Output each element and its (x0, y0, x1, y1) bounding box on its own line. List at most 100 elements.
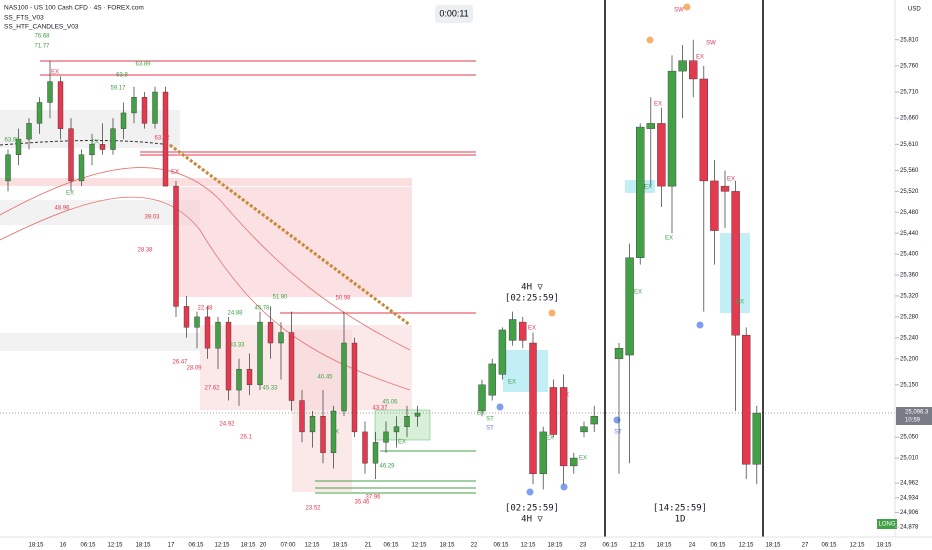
y-tick-label: 25,050 (900, 435, 919, 441)
zone (175, 187, 412, 297)
x-tick-label: 12:15 (304, 543, 320, 549)
indicator-name: SS_HTF_CANDLES_V03 (4, 24, 79, 31)
annotation: 46.29 (379, 464, 395, 470)
dot (613, 416, 621, 424)
annotation: 22.48 (197, 306, 213, 312)
long-label[interactable]: LONG (878, 522, 895, 528)
annotation: 45.06 (382, 400, 398, 406)
candle-body (559, 387, 568, 467)
x-tick-label: 12:15 (411, 543, 427, 549)
candle-body (488, 363, 496, 396)
dot (646, 36, 654, 44)
annotation: EX (546, 436, 554, 442)
candle-body (204, 316, 211, 349)
y-tick-label: 25,360 (900, 273, 919, 279)
htf-label: [02:25:59] (505, 504, 559, 514)
y-tick-label: 24,934 (900, 495, 919, 501)
candle-body (183, 306, 190, 328)
price-badge-countdown: 10:59 (905, 418, 921, 424)
annotation: EX (66, 191, 74, 197)
candle-body (246, 368, 253, 386)
x-tick-label: 06:15 (602, 543, 618, 549)
dot (496, 403, 504, 411)
annotation: 63.8 (116, 73, 128, 79)
htf-label: [02:25:59] (505, 294, 559, 304)
x-tick-label: 12:15 (738, 543, 754, 549)
annotation: 63.98 (4, 138, 20, 144)
candle-body (539, 431, 547, 474)
trend-line (169, 143, 411, 327)
x-tick-label: 27 (802, 543, 809, 549)
annotation: 71.77 (34, 44, 50, 50)
candle-body (299, 400, 305, 433)
x-tick-label: 21 (365, 543, 372, 549)
dot (548, 309, 556, 317)
y-tick-label: 25,400 (900, 252, 919, 258)
annotation: 35.46 (354, 500, 370, 506)
candle-body (699, 78, 708, 182)
x-tick-label: 06:15 (80, 543, 96, 549)
x-tick-label: 18:15 (765, 543, 781, 549)
candle-body (404, 416, 410, 427)
annotation: 28.38 (137, 248, 153, 254)
annotation: EX (477, 411, 485, 417)
x-tick-label: 06:15 (383, 543, 399, 549)
x-tick-label: 12:15 (107, 543, 123, 549)
candle-body (320, 416, 326, 454)
annotation: EX (634, 290, 642, 296)
candle-body (549, 387, 558, 435)
x-tick-label: 18:15 (656, 543, 672, 549)
annotation: 26.1 (240, 435, 252, 441)
dot (560, 483, 568, 491)
candle-body (309, 416, 316, 433)
annotation: 26.47 (172, 360, 188, 366)
candle-body (110, 128, 116, 150)
annotation: EX (579, 456, 587, 462)
y-tick-label: 24,906 (900, 510, 919, 516)
ma-line (0, 196, 411, 391)
annotation: 76.68 (34, 34, 50, 40)
y-tick-label: 25,150 (900, 382, 919, 388)
y-tick-label: 25,760 (900, 63, 919, 69)
candle-body (508, 319, 517, 341)
candle-body (383, 431, 389, 443)
candle-body (720, 185, 730, 192)
candle-body (330, 410, 337, 454)
x-tick-label: 07:00 (280, 543, 296, 549)
candle-body (625, 257, 634, 356)
annotation: 28.09 (186, 366, 202, 372)
x-tick-label: 24 (689, 543, 696, 549)
annotation: EX (654, 102, 662, 108)
candle-body (89, 144, 95, 155)
x-tick-label: 06:15 (821, 543, 837, 549)
indicator-name: SS_FTS_V03 (4, 15, 44, 22)
annotation: ST (486, 426, 494, 432)
y-tick-label: 25,610 (900, 142, 919, 148)
x-tick-label: 18:15 (135, 543, 151, 549)
y-tick-label: 24,878 (900, 525, 919, 531)
htf-label: 1D (675, 515, 686, 525)
currency: USD (908, 7, 921, 13)
annotation: 45.78 (254, 306, 270, 312)
candle-body (731, 191, 740, 336)
annotation: 59.17 (110, 86, 126, 92)
y-tick-label: 25,440 (900, 231, 919, 237)
candle-body (194, 316, 200, 328)
candle-body (131, 97, 137, 114)
candle-body (173, 185, 179, 307)
annotation: 37.96 (365, 495, 381, 501)
x-tick-label: 18:15 (876, 543, 892, 549)
y-tick-label: 25,810 (900, 37, 919, 43)
annotation: 50.98 (335, 296, 351, 302)
candle-body (36, 102, 43, 124)
candle-body (99, 144, 106, 150)
x-tick-label: 18:15 (439, 543, 455, 549)
x-tick-label: 23 (580, 543, 587, 549)
long-badge[interactable] (877, 519, 897, 529)
candle-body (5, 154, 11, 182)
x-tick-label: 06:15 (493, 543, 509, 549)
symbol-title: NAS100 - US 100 Cash CFD · 4S · FOREX.co… (4, 5, 144, 12)
levels (0, 0, 895, 537)
candle-body (498, 329, 507, 375)
